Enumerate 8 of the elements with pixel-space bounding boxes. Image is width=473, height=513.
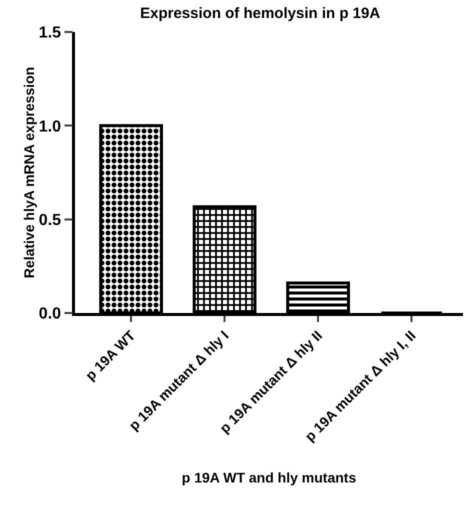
y-tick-label: 0.0 (38, 306, 62, 323)
x-tick-label: p 19A WT (82, 326, 138, 384)
y-axis-title: Relative hlyA mRNA expression (20, 66, 37, 278)
x-axis-title: p 19A WT and hly mutants (182, 470, 356, 486)
y-tick-label: 0.5 (38, 212, 62, 229)
y-tick-label: 1.5 (38, 24, 62, 42)
chart-title: Expression of hemolysin in p 19A (140, 5, 380, 22)
y-tick-label: 1.0 (38, 118, 62, 136)
